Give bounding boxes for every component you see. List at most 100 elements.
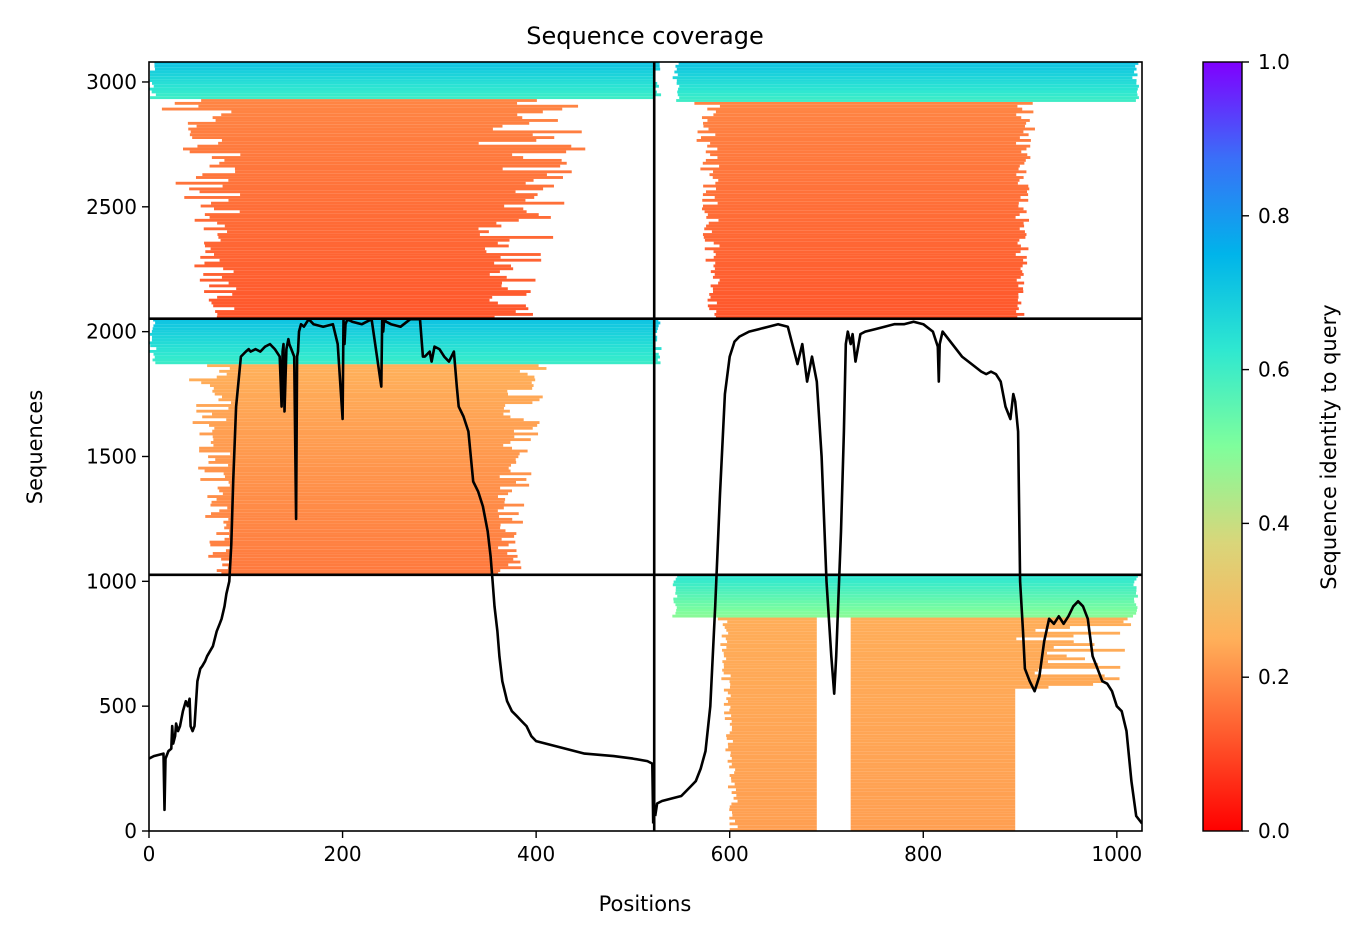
heatmap-row <box>187 121 530 125</box>
heatmap-row <box>719 278 1017 282</box>
heatmap-row <box>734 782 817 786</box>
heatmap-row <box>155 321 661 325</box>
heatmap-row <box>212 412 504 416</box>
heatmap-row <box>228 406 504 410</box>
heatmap-row <box>709 307 1019 311</box>
x-tick-label: 600 <box>711 842 749 866</box>
heatmap-row <box>715 133 1029 137</box>
heatmap-row <box>719 104 1018 108</box>
heatmap-block-top-right <box>672 62 1139 319</box>
heatmap-row <box>729 805 817 809</box>
heatmap-row <box>221 275 507 279</box>
heatmap-row <box>217 486 501 490</box>
heatmap-row <box>213 207 524 211</box>
y-tick-label: 3000 <box>86 70 137 94</box>
heatmap-row <box>230 560 521 564</box>
heatmap-row <box>712 275 1021 279</box>
heatmap-row <box>736 793 817 797</box>
heatmap-row <box>705 150 1022 154</box>
heatmap-row <box>729 680 817 683</box>
heatmap-row <box>229 529 506 533</box>
heatmap-row <box>735 788 817 792</box>
heatmap-row <box>850 751 1016 755</box>
heatmap-row <box>155 93 662 97</box>
heatmap-row <box>727 691 817 695</box>
heatmap-row <box>221 113 518 117</box>
heatmap-row <box>850 719 1016 723</box>
heatmap-row <box>715 315 1018 319</box>
heatmap-row <box>707 119 1030 122</box>
heatmap-row <box>216 569 501 572</box>
heatmap-row <box>731 776 817 780</box>
heatmap-row <box>214 426 533 430</box>
heatmap-row <box>228 198 526 202</box>
heatmap-row <box>701 207 1024 211</box>
heatmap-row <box>198 466 509 470</box>
x-axis-title: Positions <box>599 892 692 916</box>
heatmap-row <box>675 577 1137 581</box>
heatmap-row <box>217 295 493 299</box>
heatmap-row <box>208 298 490 302</box>
heatmap-row <box>715 253 1016 256</box>
heatmap-row <box>850 774 1016 777</box>
heatmap-row <box>710 295 1019 299</box>
heatmap-row <box>717 156 1031 159</box>
heatmap-row <box>726 737 817 740</box>
heatmap-row <box>726 734 817 738</box>
heatmap-row <box>152 327 658 331</box>
heatmap-row <box>727 620 817 624</box>
heatmap-row <box>716 301 1022 305</box>
heatmap-row <box>203 273 490 276</box>
heatmap-row <box>718 281 1025 285</box>
x-tick-label: 200 <box>323 842 361 866</box>
heatmap-row <box>726 657 817 661</box>
heatmap-row <box>737 825 817 829</box>
heatmap-row <box>149 332 656 336</box>
heatmap-row <box>153 324 659 328</box>
heatmap-row <box>713 241 1018 245</box>
heatmap-row <box>723 688 817 692</box>
heatmap-row <box>199 446 513 450</box>
heatmap-row <box>210 441 511 444</box>
heatmap-row <box>697 130 1024 134</box>
x-tick-label: 400 <box>517 842 555 866</box>
heatmap-row <box>729 774 817 777</box>
heatmap-row <box>675 589 1137 592</box>
heatmap-row <box>850 819 1016 823</box>
heatmap-row <box>727 640 817 644</box>
heatmap-row <box>228 517 513 521</box>
colorbar-tick-label: 0.2 <box>1258 665 1290 689</box>
heatmap-row <box>192 136 555 139</box>
heatmap-row <box>674 70 1135 74</box>
colorbar: 0.0 0.2 0.4 0.6 0.8 1.0 Sequence identity to … <box>1202 50 1341 843</box>
heatmap-row <box>724 717 817 720</box>
heatmap-row <box>204 290 531 293</box>
heatmap-row <box>234 167 503 171</box>
heatmap-row <box>850 674 1105 678</box>
colorbar-label: Sequence identity to query <box>1317 304 1341 589</box>
heatmap-row <box>209 540 516 544</box>
heatmap-row <box>199 432 539 436</box>
heatmap-row <box>707 107 1023 111</box>
heatmap-row <box>240 153 513 157</box>
heatmap-row <box>704 210 1027 214</box>
heatmap-row <box>850 631 1121 635</box>
coverage-heatmap <box>149 62 1139 831</box>
heatmap-row <box>223 472 532 476</box>
heatmap-row <box>850 748 1016 752</box>
heatmap-row <box>209 215 551 219</box>
heatmap-row <box>731 756 817 760</box>
heatmap-row <box>221 395 543 399</box>
heatmap-row <box>850 620 1124 624</box>
heatmap-row <box>229 534 515 538</box>
heatmap-row <box>850 648 1125 652</box>
heatmap-row <box>704 247 1029 251</box>
heatmap-row <box>713 290 1024 293</box>
heatmap-row <box>240 193 538 197</box>
heatmap-row <box>735 768 817 772</box>
heatmap-row <box>722 668 817 672</box>
heatmap-row <box>729 808 817 812</box>
heatmap-row <box>718 218 1030 222</box>
heatmap-row <box>198 104 579 108</box>
heatmap-row <box>676 608 1137 612</box>
